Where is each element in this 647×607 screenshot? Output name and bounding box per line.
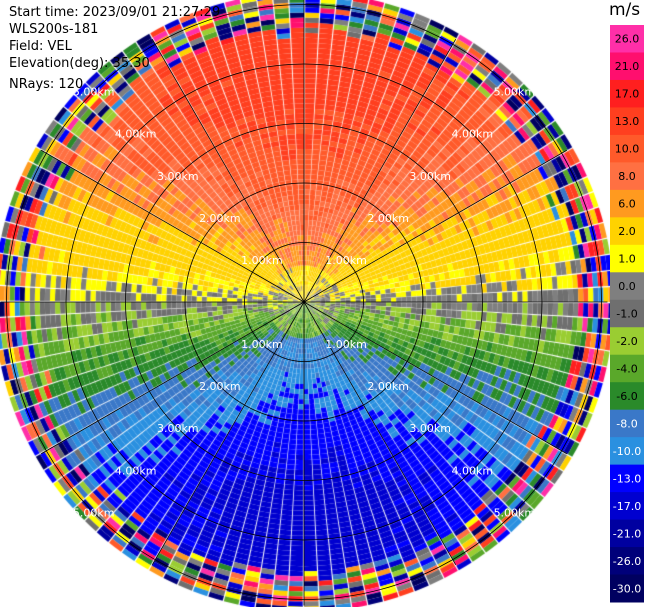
colorbar-segment-1 xyxy=(610,52,644,81)
colorbar-segment-12 xyxy=(610,354,644,383)
colorbar-segment-8 xyxy=(610,244,644,273)
radial-line-60 xyxy=(303,39,457,303)
ring-label-5-2: 5.00km xyxy=(73,506,115,519)
elevation-text: Elevation(deg): 35.30 xyxy=(9,56,150,71)
ring-label-3-3: 3.00km xyxy=(409,422,451,435)
ring-label-4-3: 4.00km xyxy=(452,464,494,477)
colorbar-segment-3 xyxy=(610,107,644,136)
ring-label-5-1: 5.00km xyxy=(494,86,536,99)
colorbar-tick-7: 2.0 xyxy=(618,225,636,238)
colorbar-segment-16 xyxy=(610,464,644,493)
colorbar-tick-4: 10.0 xyxy=(615,143,640,156)
ring-label-3-0: 3.00km xyxy=(157,170,199,183)
colorbar-tick-15: -10.0 xyxy=(613,445,641,458)
ring-label-3-2: 3.00km xyxy=(157,422,199,435)
colorbar-tick-1: 21.0 xyxy=(615,60,640,73)
colorbar-segment-19 xyxy=(610,547,644,576)
colorbar-tick-2: 17.0 xyxy=(615,88,640,101)
colorbar-segment-10 xyxy=(610,299,644,328)
colorbar-tick-8: 1.0 xyxy=(618,253,636,266)
colorbar-title: m/s xyxy=(609,0,641,20)
colorbar-tick-19: -26.0 xyxy=(613,555,641,568)
colorbar-segment-13 xyxy=(610,382,644,411)
radial-line-210 xyxy=(41,301,305,455)
ring-label-1-0: 1.00km xyxy=(241,254,283,267)
ring-label-4-0: 4.00km xyxy=(115,128,157,141)
colorbar-tick-14: -8.0 xyxy=(616,417,637,430)
ring-label-1-1: 1.00km xyxy=(325,254,367,267)
colorbar-segment-2 xyxy=(610,79,644,108)
colorbar-tick-10: -1.0 xyxy=(616,308,637,321)
radial-line-30 xyxy=(303,149,567,303)
ring-label-5-3: 5.00km xyxy=(494,506,536,519)
ring-label-4-1: 4.00km xyxy=(452,128,494,141)
colorbar-segment-11 xyxy=(610,327,644,356)
colorbar-tick-6: 6.0 xyxy=(618,198,636,211)
ring-label-2-0: 2.00km xyxy=(199,212,241,225)
colorbar-tick-13: -6.0 xyxy=(616,390,637,403)
colorbar-tick-12: -4.0 xyxy=(616,362,637,375)
colorbar-segment-18 xyxy=(610,519,644,548)
instrument-text: WLS200s-181 xyxy=(9,22,99,37)
colorbar-tick-3: 13.0 xyxy=(615,115,640,128)
colorbar-segment-5 xyxy=(610,162,644,191)
colorbar-segment-14 xyxy=(610,409,644,438)
info-panel: Start time: 2023/09/01 21:27:29 WLS200s-… xyxy=(9,4,220,93)
colorbar-tick-0: 26.0 xyxy=(615,33,640,46)
colorbar-tick-5: 8.0 xyxy=(618,170,636,183)
ring-label-2-2: 2.00km xyxy=(199,380,241,393)
radial-line-240 xyxy=(151,301,305,565)
colorbar-segment-0 xyxy=(610,25,644,53)
radial-line-330 xyxy=(303,301,567,455)
colorbar-segment-15 xyxy=(610,437,644,466)
colorbar-tick-16: -13.0 xyxy=(613,472,641,485)
ring-label-4-2: 4.00km xyxy=(115,464,157,477)
colorbar-tick-17: -17.0 xyxy=(613,500,641,513)
colorbar-segment-7 xyxy=(610,217,644,246)
colorbar-tick-20: -30.0 xyxy=(613,582,641,595)
radial-line-300 xyxy=(303,301,457,565)
radial-line-120 xyxy=(151,39,305,303)
colorbar-segment-9 xyxy=(610,272,644,301)
ring-label-2-3: 2.00km xyxy=(367,380,409,393)
colorbar-tick-9: 0.0 xyxy=(618,280,636,293)
colorbar-segment-6 xyxy=(610,189,644,218)
start-time-text: Start time: 2023/09/01 21:27:29 xyxy=(9,5,221,20)
ring-label-3-1: 3.00km xyxy=(409,170,451,183)
colorbar-tick-11: -2.0 xyxy=(616,335,637,348)
colorbar-segment-17 xyxy=(610,492,644,521)
ring-label-1-2: 1.00km xyxy=(241,338,283,351)
colorbar-segment-4 xyxy=(610,134,644,163)
colorbar-tick-18: -21.0 xyxy=(613,527,641,540)
radial-line-150 xyxy=(41,149,305,303)
field-text: Field: VEL xyxy=(9,39,72,54)
ring-label-1-3: 1.00km xyxy=(325,338,367,351)
colorbar-segment-20 xyxy=(610,574,644,603)
nrays-text: NRays: 120 xyxy=(9,77,84,92)
ring-label-5-0: 5.00km xyxy=(73,86,115,99)
ring-label-2-1: 2.00km xyxy=(367,212,409,225)
